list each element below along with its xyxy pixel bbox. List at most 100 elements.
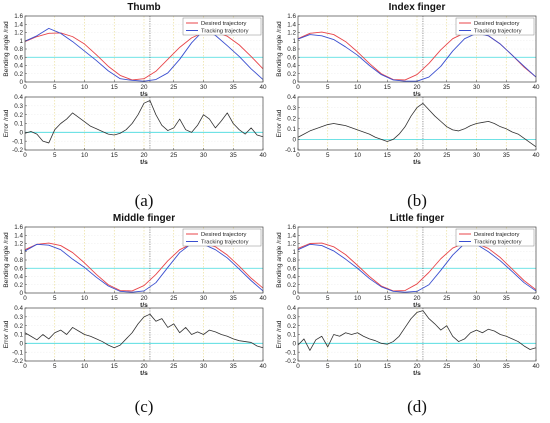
bottom-y-axis-label: Error /rad: [3, 109, 10, 137]
top-y-tick-label: 1.2: [287, 241, 296, 248]
top-y-tick-label: 0.2: [14, 71, 23, 78]
panel-caption: (b): [407, 191, 427, 210]
panel-title: Little finger: [390, 213, 445, 224]
top-x-tick-label: 10: [354, 84, 362, 91]
top-x-tick-label: 0: [23, 295, 27, 302]
top-y-tick-label: 0: [292, 290, 296, 297]
top-x-tick-label: 15: [384, 84, 392, 91]
top-y-tick-label: 1.2: [14, 30, 23, 37]
legend-desired-label: Desired trajectory: [474, 21, 520, 27]
top-x-tick-label: 25: [443, 295, 451, 302]
bottom-x-tick-label: 25: [443, 363, 451, 370]
top-y-tick-label: 0.2: [287, 71, 296, 78]
bottom-x-tick-label: 30: [473, 363, 481, 370]
bottom-x-tick-label: 5: [53, 363, 57, 370]
top-y-tick-label: 0.4: [287, 63, 296, 70]
bottom-x-tick-label: 40: [259, 363, 267, 370]
top-x-tick-label: 35: [230, 84, 238, 91]
top-x-tick-label: 40: [259, 84, 267, 91]
top-y-tick-label: 0.6: [14, 265, 23, 272]
top-y-tick-label: 1.2: [14, 241, 23, 248]
top-y-tick-label: 1: [19, 249, 23, 256]
top-y-tick-label: 0: [19, 290, 23, 297]
top-y-tick-label: 0.2: [14, 282, 23, 289]
top-x-tick-label: 30: [200, 295, 208, 302]
top-x-axis-label: t/s: [413, 91, 421, 98]
top-x-tick-label: 30: [473, 84, 481, 91]
top-x-tick-label: 20: [413, 295, 421, 302]
top-x-tick-label: 5: [326, 295, 330, 302]
legend-box: [182, 17, 262, 36]
top-x-tick-label: 35: [503, 295, 511, 302]
bottom-y-tick-label: 0.1: [14, 332, 23, 339]
panel-caption: (c): [135, 397, 154, 416]
top-y-tick-label: 1.4: [287, 21, 296, 28]
bottom-y-tick-label: 0.1: [287, 126, 296, 133]
error-line: [24, 100, 264, 144]
bottom-y-tick-label: 0.2: [287, 115, 296, 122]
top-x-tick-label: 10: [81, 84, 89, 91]
top-x-tick-label: 5: [53, 84, 57, 91]
top-y-tick-label: 0.4: [14, 63, 23, 70]
bottom-x-tick-label: 15: [111, 363, 119, 370]
bottom-x-axis-label: t/s: [413, 159, 421, 166]
bottom-y-tick-label: 0.1: [287, 332, 296, 339]
top-x-tick-label: 5: [326, 84, 330, 91]
bottom-y-tick-label: 0: [19, 130, 23, 137]
bottom-x-tick-label: 30: [200, 152, 208, 159]
top-y-tick-label: 0.4: [287, 274, 296, 281]
bottom-y-tick-label: 0.3: [14, 103, 23, 110]
top-y-tick-label: 1.4: [287, 232, 296, 239]
panel-title: Index finger: [389, 2, 446, 13]
error-line: [297, 102, 537, 148]
bottom-x-tick-label: 35: [503, 152, 511, 159]
top-x-tick-label: 15: [384, 295, 392, 302]
bottom-x-tick-label: 0: [23, 363, 27, 370]
bottom-x-tick-label: 10: [81, 363, 89, 370]
bottom-x-axis-label: t/s: [140, 370, 148, 377]
bottom-y-tick-label: 0: [292, 137, 296, 144]
top-x-tick-label: 30: [200, 84, 208, 91]
top-x-tick-label: 20: [140, 84, 148, 91]
bottom-x-tick-label: 25: [170, 152, 178, 159]
bottom-y-tick-label: 0: [19, 341, 23, 348]
top-x-tick-label: 20: [413, 84, 421, 91]
top-x-tick-label: 15: [111, 84, 119, 91]
top-y-tick-label: 0.8: [287, 257, 296, 264]
bottom-y-tick-label: -0.2: [12, 147, 23, 154]
legend-tracking-label: Tracking trajectory: [474, 240, 522, 246]
top-y-tick-label: 1: [19, 38, 23, 45]
bottom-x-tick-label: 10: [354, 152, 362, 159]
bottom-y-tick-label: -0.1: [285, 147, 296, 154]
bottom-y-tick-label: 0.1: [14, 121, 23, 128]
bottom-x-tick-label: 30: [200, 363, 208, 370]
tracking-trajectory-line: [24, 243, 264, 293]
bottom-y-tick-label: -0.2: [285, 358, 296, 365]
bottom-y-tick-label: -0.1: [12, 138, 23, 145]
panel-caption: (d): [407, 397, 427, 416]
top-x-tick-label: 35: [503, 84, 511, 91]
bottom-x-tick-label: 35: [230, 363, 238, 370]
top-x-tick-label: 40: [532, 84, 540, 91]
top-y-tick-label: 0: [292, 79, 296, 86]
top-y-axis-label: Bending angle /rad: [276, 232, 283, 288]
legend: Desired trajectory Tracking trajectory: [182, 228, 262, 247]
legend-desired-label: Desired trajectory: [474, 232, 520, 238]
top-x-axis-label: t/s: [140, 91, 148, 98]
legend: Desired trajectory Tracking trajectory: [455, 228, 535, 247]
top-y-tick-label: 0: [19, 79, 23, 86]
top-y-tick-label: 1: [292, 38, 296, 45]
legend-tracking-label: Tracking trajectory: [201, 29, 249, 35]
top-y-tick-label: 0.8: [14, 257, 23, 264]
top-x-tick-label: 5: [53, 295, 57, 302]
bottom-x-tick-label: 15: [111, 152, 119, 159]
bottom-x-tick-label: 25: [443, 152, 451, 159]
bottom-x-tick-label: 35: [503, 363, 511, 370]
top-x-tick-label: 30: [473, 295, 481, 302]
bottom-y-tick-label: 0.4: [287, 305, 296, 312]
bottom-x-tick-label: 15: [384, 152, 392, 159]
